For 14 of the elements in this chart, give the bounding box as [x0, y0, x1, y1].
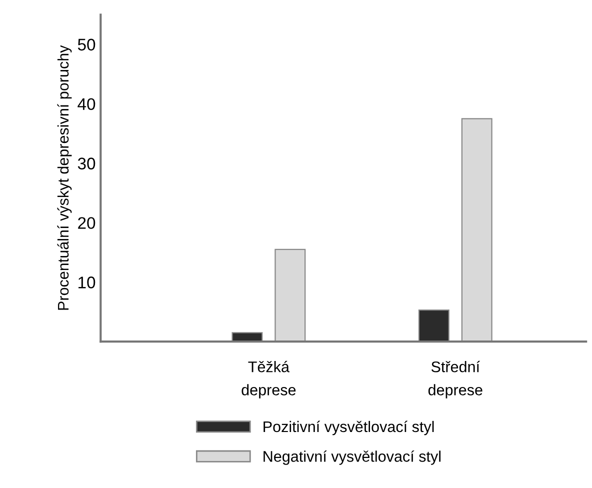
x-tick-label: Střední deprese [428, 360, 482, 398]
bar [232, 332, 263, 342]
bar [461, 118, 492, 342]
x-tick-label: Těžká deprese [242, 360, 296, 398]
y-tick-label: 30 [78, 158, 96, 170]
y-tick-label: 20 [78, 217, 96, 229]
bar [274, 248, 306, 342]
legend-label: Pozitivní vysvětlovací styl [264, 420, 434, 436]
legend-label: Negativní vysvětlovací styl [264, 450, 440, 465]
y-tick-label: 50 [78, 38, 96, 51]
y-axis-title: Procentuální výskyt depresivní poruchy [57, 45, 72, 310]
y-tick-label: 40 [78, 98, 96, 110]
y-tick-label: 10 [78, 276, 96, 288]
bar [418, 310, 450, 342]
